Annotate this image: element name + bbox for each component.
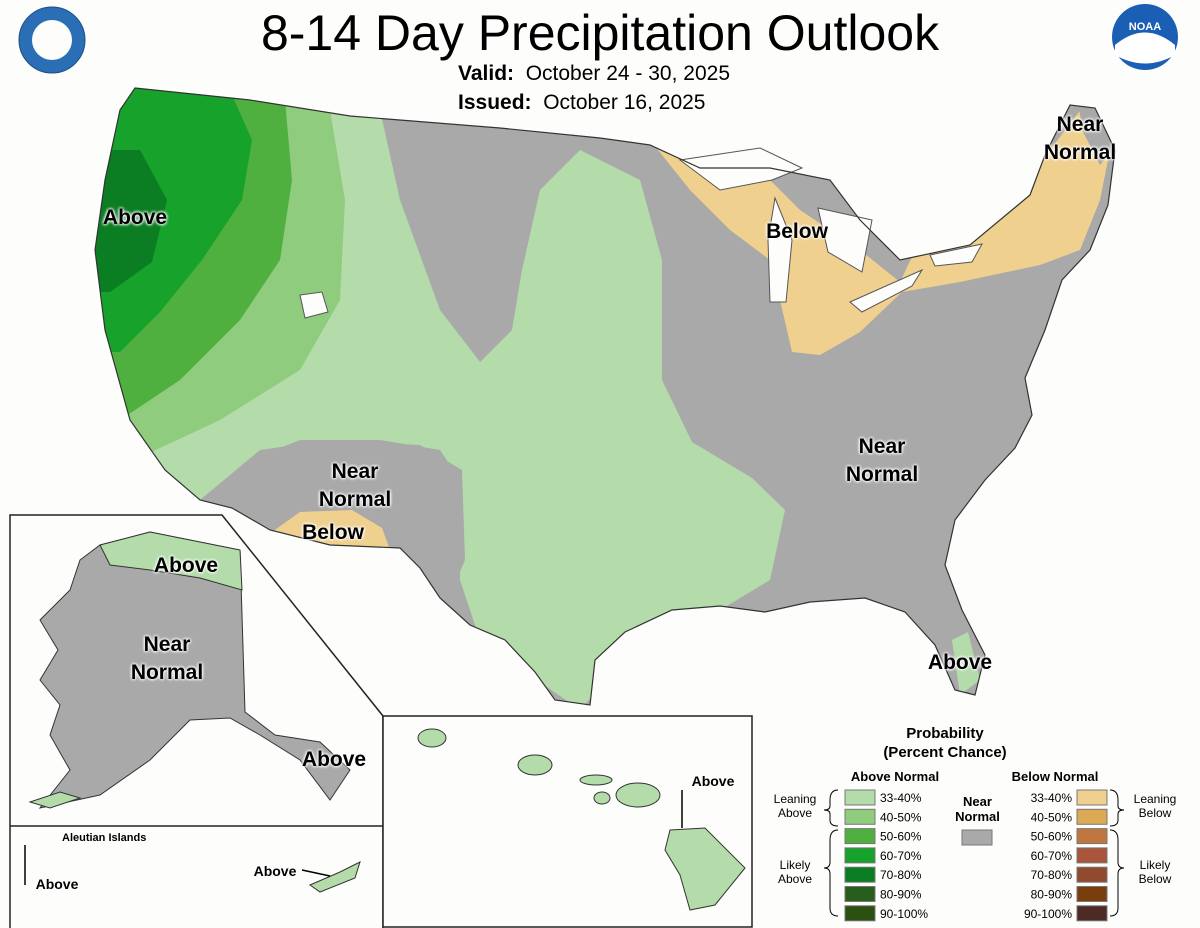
- us-outline: [94, 87, 1116, 706]
- legend: 33-40% 40-50% 50-60% 60-70% 70-80% 80-90% 90-1…: [844, 789, 1108, 922]
- legend-title-text: Probability: [906, 725, 984, 742]
- region-label: Above: [102, 206, 168, 229]
- valid-line: Valid: October 24 - 30, 2025: [458, 62, 730, 86]
- pointer-lines: [24, 790, 683, 885]
- region-label: Above: [927, 651, 993, 674]
- valid-label: Valid:: [458, 62, 515, 85]
- region-label: Near Normal: [845, 435, 919, 486]
- region-label: Above: [691, 773, 735, 789]
- legend-bin-label: 70-80%: [880, 868, 922, 882]
- legend-near-label: Near Normal: [955, 794, 1000, 824]
- legend-bin-label: 80-90%: [880, 888, 922, 902]
- legend-swatch: [1076, 828, 1108, 845]
- above-70-area: [95, 150, 167, 292]
- issued-date: October 16, 2025: [543, 91, 706, 114]
- legend-subtitle: (Percent Chance): [883, 744, 1007, 761]
- region-label: Near Normal: [1043, 113, 1117, 164]
- legend-heading: Above Normal: [850, 769, 940, 784]
- legend-swatch: [844, 886, 876, 902]
- legend-group: Likely Below: [1138, 858, 1172, 886]
- aleutian-above-area: [308, 861, 361, 893]
- issued-label: Issued:: [458, 91, 532, 114]
- legend-bin-label: 90-100%: [1024, 907, 1072, 921]
- legend-swatch: [1076, 808, 1108, 825]
- legend-bin-label: 33-40%: [880, 791, 922, 805]
- region-label: Near Normal: [130, 633, 204, 684]
- near-normal-area: [1078, 100, 1115, 165]
- legend-swatch: [844, 789, 876, 806]
- legend-swatch: [1076, 789, 1108, 806]
- above-33-area: [952, 632, 980, 695]
- legend-bin-label: 60-70%: [1031, 849, 1073, 863]
- commerce-seal: [32, 20, 72, 60]
- legend-heading: Below Normal: [1011, 769, 1099, 784]
- legend-bin-label: 40-50%: [1031, 810, 1073, 824]
- title: 8-14 Day Precipitation Outlook: [260, 5, 940, 61]
- legend-swatch: [844, 808, 876, 825]
- noaa-logo: [1115, 32, 1175, 64]
- legend-group: Leaning Above: [773, 792, 817, 820]
- issued-line: Issued: October 16, 2025: [458, 91, 705, 115]
- legend-group: Leaning Below: [1133, 792, 1177, 820]
- legend-swatch: [844, 828, 876, 845]
- legend-swatch: [1076, 886, 1108, 902]
- legend-swatch: [961, 829, 993, 846]
- region-label: Above: [301, 748, 367, 771]
- great-lakes: [299, 147, 983, 319]
- legend-bin-label: 50-60%: [880, 830, 922, 844]
- noaa-logo-text: NOAA: [1129, 21, 1161, 33]
- legend-bin-label: 80-90%: [1031, 888, 1073, 902]
- legend-bin-label: 40-50%: [880, 810, 922, 824]
- legend-group: Likely Above: [777, 858, 813, 886]
- region-label: Above: [253, 863, 297, 879]
- legend-bin-label: 60-70%: [880, 849, 922, 863]
- below-33-area: [650, 108, 1110, 355]
- region-label: Above: [153, 554, 219, 577]
- alaska-above-area: [99, 531, 243, 591]
- legend-swatch: [844, 905, 876, 922]
- legend-bin-label: 33-40%: [1031, 791, 1073, 805]
- aleutian-title: Aleutian Islands: [62, 832, 147, 844]
- below-33-area: [272, 510, 390, 550]
- region-label: Above: [35, 876, 79, 892]
- legend-bin-label: 70-80%: [1031, 868, 1073, 882]
- legend-title: Probability (Percent Chance): [830, 724, 1060, 762]
- region-label: Below: [302, 521, 364, 544]
- legend-braces: [823, 789, 1125, 917]
- aleutian-above-area: [28, 791, 82, 809]
- region-label: Near Normal: [318, 460, 392, 511]
- legend-swatch: [844, 847, 876, 864]
- legend-swatch: [1076, 866, 1108, 883]
- hawaii-islands: [417, 728, 746, 911]
- legend-swatch: [844, 866, 876, 883]
- region-label: Below: [766, 220, 828, 243]
- valid-dates: October 24 - 30, 2025: [525, 62, 731, 85]
- legend-bin-label: 90-100%: [880, 907, 928, 921]
- legend-swatch: [1076, 847, 1108, 864]
- legend-bin-label: 50-60%: [1031, 830, 1073, 844]
- legend-swatch: [1076, 905, 1108, 922]
- alaska: [38, 531, 351, 809]
